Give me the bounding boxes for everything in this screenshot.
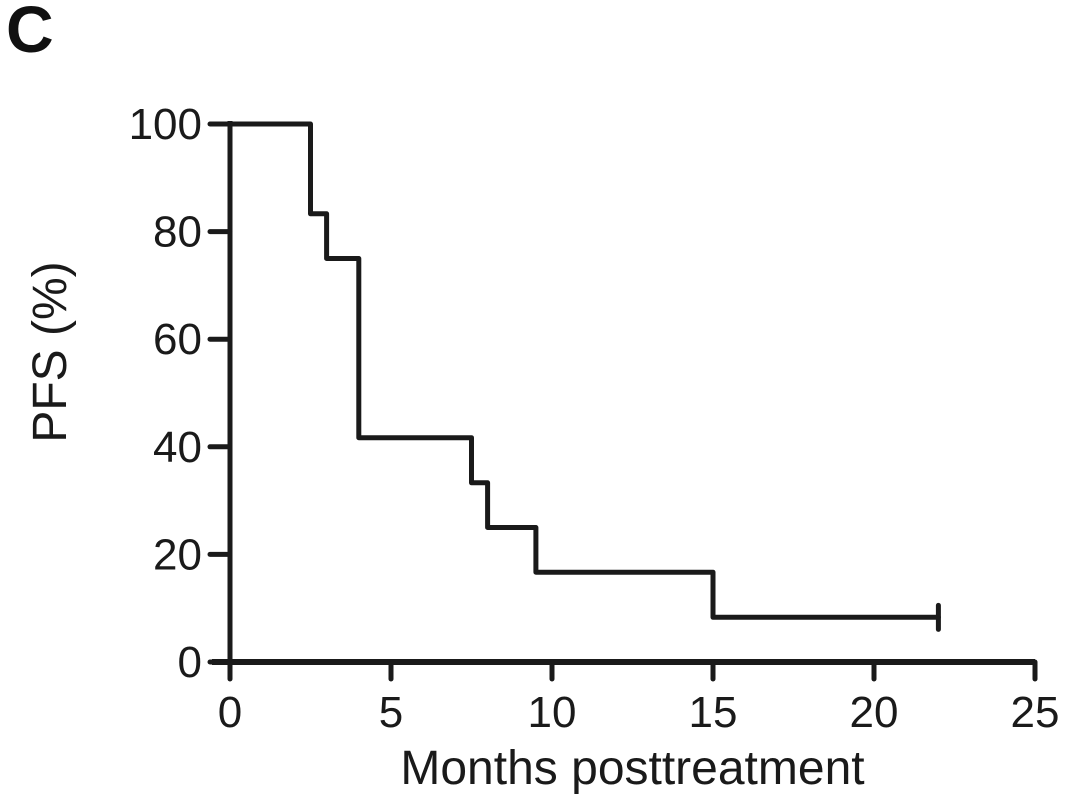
y-tick-label: 60 — [153, 315, 202, 364]
y-tick-label: 80 — [153, 208, 202, 257]
x-tick-label: 25 — [1011, 688, 1060, 737]
y-tick-label: 0 — [178, 638, 202, 687]
y-tick-label: 100 — [129, 100, 202, 149]
x-tick-label: 20 — [850, 688, 899, 737]
y-tick-label: 20 — [153, 530, 202, 579]
x-tick-label: 10 — [528, 688, 577, 737]
x-tick-label: 0 — [218, 688, 242, 737]
axis-labels-group: 0 5 10 15 20 25 0 20 40 60 80 100 Months posttreatme… — [24, 100, 1059, 795]
y-axis-title: PFS (%) — [24, 261, 77, 442]
x-tick-label: 5 — [379, 688, 403, 737]
km-step-curve — [227, 121, 941, 620]
ticks-group — [207, 121, 1038, 682]
curve-group — [227, 121, 941, 632]
y-tick-label: 40 — [153, 423, 202, 472]
panel-label: C — [6, 0, 54, 66]
x-axis-title: Months posttreatment — [400, 742, 864, 795]
axes-group — [212, 121, 1035, 665]
x-tick-label: 15 — [689, 688, 738, 737]
